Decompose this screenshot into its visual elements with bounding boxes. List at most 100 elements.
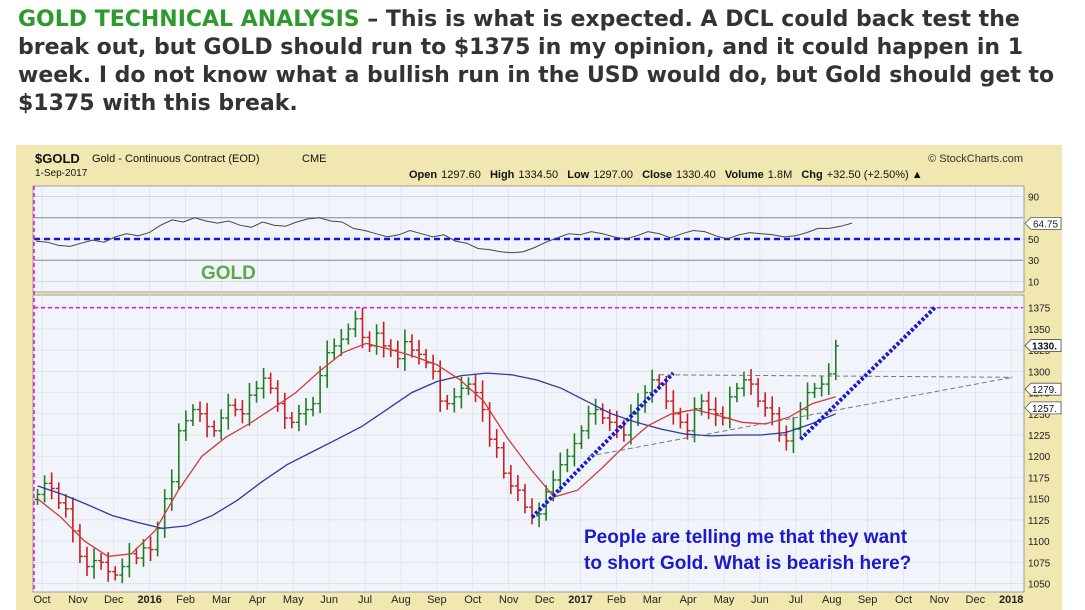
y-tick-label: 1150 bbox=[1028, 495, 1050, 506]
ohlc-bar bbox=[317, 366, 324, 414]
ohlc-bar bbox=[98, 553, 105, 570]
x-tick-label: Aug bbox=[391, 594, 411, 606]
x-tick-label: Feb bbox=[176, 594, 195, 606]
x-tick-label: Jun bbox=[320, 594, 338, 606]
x-tick-label: May bbox=[714, 594, 735, 606]
ohlc-bar bbox=[557, 452, 564, 493]
ohlc-bar bbox=[825, 363, 832, 395]
price-tag-label: 1330. bbox=[1032, 342, 1057, 353]
rsi-current-tag bbox=[1024, 216, 1062, 230]
rsi-current-label: 64.75 bbox=[1033, 219, 1058, 230]
price-tag-label: 1279. bbox=[1032, 385, 1057, 396]
ohlc-bar bbox=[769, 396, 776, 426]
stat-close-value: 1330.40 bbox=[676, 169, 716, 181]
ma-17-line bbox=[37, 342, 836, 558]
ohlc-bar bbox=[182, 410, 189, 441]
ohlc-bar bbox=[521, 484, 528, 514]
x-tick-label: Dec bbox=[535, 594, 555, 606]
x-tick-label: 2018 bbox=[999, 594, 1023, 606]
price-tag: 1330. bbox=[1024, 339, 1062, 353]
ohlc-bar bbox=[218, 409, 225, 440]
trendline-uptrend-1 bbox=[530, 371, 675, 519]
ohlc-bar bbox=[147, 536, 154, 562]
ohlc-bar bbox=[76, 524, 83, 564]
ohlc-bar bbox=[564, 448, 571, 473]
ohlc-bar bbox=[748, 368, 755, 395]
y-tick-label: 1125 bbox=[1028, 516, 1050, 527]
ohlc-bar bbox=[783, 425, 790, 451]
x-tick-label: Sep bbox=[427, 594, 447, 606]
ohlc-bar bbox=[232, 398, 239, 417]
stat-high-label: High bbox=[490, 169, 515, 181]
ohlc-bar bbox=[465, 377, 472, 396]
ohlc-bar bbox=[260, 367, 267, 399]
ohlc-bar bbox=[83, 546, 90, 577]
x-tick-label: Nov bbox=[499, 594, 519, 606]
x-tick-label: Oct bbox=[33, 594, 50, 606]
ohlc-bar bbox=[267, 372, 274, 394]
annotation-line-2: to short Gold. What is bearish here? bbox=[584, 553, 911, 574]
x-tick-label: Mar bbox=[643, 594, 662, 606]
ohlc-bar bbox=[288, 411, 295, 429]
x-tick-label: Nov bbox=[68, 594, 88, 606]
price-tag-box bbox=[1024, 401, 1062, 415]
y-tick-label: 1100 bbox=[1028, 537, 1050, 548]
ohlc-bar bbox=[416, 339, 423, 365]
ohlc-bar bbox=[239, 400, 246, 424]
ohlc-bar bbox=[500, 442, 507, 479]
ohlc-bar bbox=[197, 401, 204, 422]
ohlc-bar bbox=[55, 482, 62, 510]
ohlc-bar bbox=[677, 407, 684, 429]
stat-open-value: 1297.60 bbox=[441, 169, 481, 181]
x-tick-label: Dec bbox=[104, 594, 124, 606]
ohlc-bar bbox=[479, 380, 486, 422]
x-tick-label: May bbox=[283, 594, 304, 606]
ohlc-bar bbox=[352, 310, 359, 338]
ohlc-bar bbox=[324, 340, 331, 388]
ohlc-bar bbox=[408, 334, 415, 358]
ohlc-bar bbox=[585, 405, 592, 439]
x-tick-label: 2017 bbox=[568, 594, 592, 606]
ohlc-bar bbox=[168, 469, 175, 511]
ohlc-bar bbox=[91, 548, 98, 579]
headline-highlight: GOLD TECHNICAL ANALYSIS bbox=[18, 7, 360, 32]
ohlc-bar bbox=[105, 552, 112, 582]
ohlc-bar bbox=[712, 397, 719, 427]
ohlc-bar bbox=[310, 396, 317, 417]
x-tick-label: Apr bbox=[249, 594, 266, 606]
x-tick-label: Apr bbox=[680, 594, 697, 606]
y-tick-label: 1225 bbox=[1028, 431, 1051, 442]
x-tick-label: Mar bbox=[212, 594, 231, 606]
stat-volume-value: 1.8M bbox=[768, 169, 792, 181]
ohlc-bar bbox=[331, 338, 338, 361]
ohlc-bar bbox=[119, 558, 126, 584]
rsi-line bbox=[35, 217, 853, 254]
ohlc-bar bbox=[755, 377, 762, 408]
ohlc-bar bbox=[592, 398, 599, 425]
ohlc-bar bbox=[514, 475, 521, 502]
ohlc-bar bbox=[811, 382, 818, 399]
x-tick-label: Nov bbox=[930, 594, 950, 606]
chart-symbol: $GOLD bbox=[35, 151, 80, 166]
ohlc-bar bbox=[571, 433, 578, 467]
chart-title: GOLD bbox=[201, 263, 256, 284]
ohlc-bar bbox=[627, 404, 634, 445]
ohlc-bar bbox=[832, 339, 839, 381]
ohlc-bar bbox=[444, 394, 451, 410]
ohlc-bar bbox=[380, 321, 387, 358]
ohlc-bar bbox=[246, 382, 253, 427]
ohlc-bar bbox=[804, 382, 811, 420]
price-tag-label: 1257. bbox=[1032, 404, 1057, 415]
ohlc-bar bbox=[140, 539, 147, 567]
stat-chg-label: Chg bbox=[801, 169, 822, 181]
y-tick-label: 1200 bbox=[1028, 452, 1051, 463]
ohlc-bar bbox=[472, 374, 479, 403]
ohlc-bar bbox=[705, 391, 712, 420]
ohlc-bar bbox=[493, 429, 500, 458]
ohlc-bar bbox=[189, 404, 196, 427]
ohlc-bar bbox=[112, 566, 119, 581]
stat-open-label: Open bbox=[409, 169, 437, 181]
ohlc-bar bbox=[684, 413, 691, 440]
price-tag: 1279. bbox=[1024, 382, 1062, 396]
ohlc-bar bbox=[437, 360, 444, 412]
